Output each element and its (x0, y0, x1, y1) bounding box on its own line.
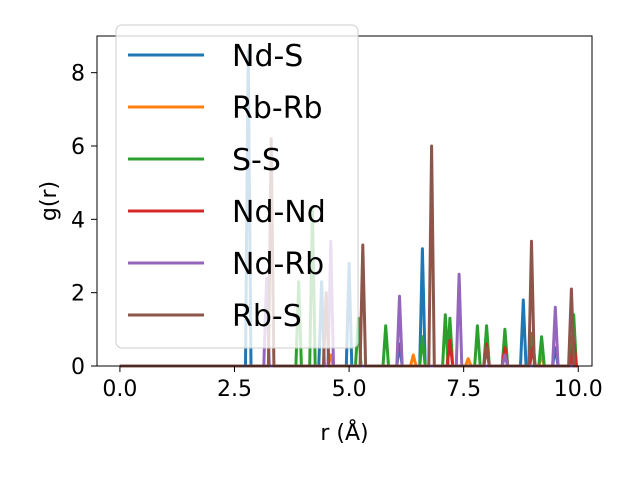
y-tick-label: 8 (71, 62, 85, 87)
y-tick-label: 6 (71, 135, 85, 160)
legend-label: Nd-Rb (232, 247, 324, 282)
x-tick-label: 2.5 (217, 377, 252, 402)
x-tick-label: 5.0 (332, 377, 367, 402)
x-tick-label: 10.0 (554, 377, 603, 402)
y-axis-label: g(r) (37, 181, 62, 221)
y-tick-label: 2 (71, 282, 85, 307)
y-tick-label: 0 (71, 355, 85, 380)
y-tick-label: 4 (71, 208, 85, 233)
y-axis-ticks: 0 2 4 6 8 (71, 62, 97, 380)
x-tick-label: 0.0 (102, 377, 137, 402)
legend-label: Rb-S (232, 299, 302, 334)
x-axis-ticks: 0.0 2.5 5.0 7.5 10.0 (102, 366, 603, 402)
legend: Nd-S Rb-Rb S-S Nd-Nd Nd-Rb Rb-S (115, 24, 359, 349)
legend-label: Rb-Rb (232, 91, 323, 126)
x-tick-label: 7.5 (446, 377, 481, 402)
legend-label: Nd-Nd (232, 195, 326, 230)
legend-label: S-S (232, 143, 281, 178)
series-line-nd-nd (119, 338, 578, 368)
x-axis-label: r (Å) (320, 419, 368, 446)
legend-label: Nd-S (232, 39, 303, 74)
